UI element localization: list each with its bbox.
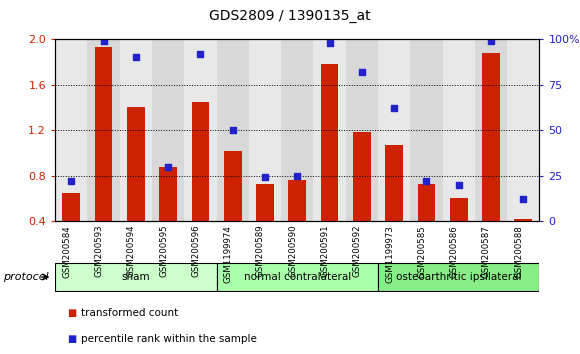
Bar <box>514 219 532 221</box>
Bar <box>475 39 507 221</box>
Bar <box>418 184 435 221</box>
Bar <box>353 132 371 221</box>
Text: ■: ■ <box>67 308 76 318</box>
Bar <box>256 184 274 221</box>
Point <box>195 51 205 56</box>
Bar <box>216 263 378 291</box>
Bar <box>55 263 216 291</box>
Point <box>99 38 108 44</box>
Text: GSM1199974: GSM1199974 <box>224 225 233 282</box>
Text: sham: sham <box>121 272 150 282</box>
Bar <box>249 39 281 221</box>
Bar <box>184 39 216 221</box>
Text: GSM200591: GSM200591 <box>321 225 329 278</box>
Text: GSM200593: GSM200593 <box>95 225 103 278</box>
Point <box>422 178 431 184</box>
Text: GSM200588: GSM200588 <box>514 225 523 278</box>
Bar <box>450 199 467 221</box>
Bar <box>281 39 313 221</box>
Bar <box>160 167 177 221</box>
Text: GDS2809 / 1390135_at: GDS2809 / 1390135_at <box>209 9 371 23</box>
Point <box>131 55 140 60</box>
Text: protocol: protocol <box>3 272 49 282</box>
Bar <box>216 39 249 221</box>
Bar <box>88 39 119 221</box>
Point <box>228 127 237 133</box>
Bar <box>191 102 209 221</box>
Text: GSM200596: GSM200596 <box>191 225 201 278</box>
Bar <box>378 263 539 291</box>
Text: GSM200594: GSM200594 <box>127 225 136 278</box>
Bar <box>378 39 410 221</box>
Bar <box>55 39 88 221</box>
Point <box>292 173 302 178</box>
Text: GSM200595: GSM200595 <box>159 225 168 278</box>
Text: osteoarthritic ipsilateral: osteoarthritic ipsilateral <box>396 272 521 282</box>
Text: GSM200586: GSM200586 <box>450 225 459 278</box>
Text: GSM200584: GSM200584 <box>62 225 71 278</box>
Bar <box>127 107 144 221</box>
Bar <box>288 180 306 221</box>
Point <box>357 69 367 75</box>
Bar <box>313 39 346 221</box>
Point <box>325 40 334 45</box>
Point <box>486 38 495 44</box>
Text: percentile rank within the sample: percentile rank within the sample <box>81 334 257 344</box>
Bar <box>385 145 403 221</box>
Bar <box>63 193 80 221</box>
Point <box>519 196 528 202</box>
Bar <box>410 39 443 221</box>
Text: GSM200592: GSM200592 <box>353 225 362 278</box>
Bar <box>152 39 184 221</box>
Point <box>454 182 463 188</box>
Text: GSM200585: GSM200585 <box>418 225 426 278</box>
Text: transformed count: transformed count <box>81 308 179 318</box>
Text: normal contralateral: normal contralateral <box>244 272 351 282</box>
Text: ■: ■ <box>67 334 76 344</box>
Bar <box>346 39 378 221</box>
Point <box>67 178 76 184</box>
Bar <box>119 39 152 221</box>
Bar <box>321 64 338 221</box>
Bar <box>224 150 241 221</box>
Point <box>389 105 398 111</box>
Bar <box>443 39 475 221</box>
Bar <box>95 47 113 221</box>
Text: GSM200590: GSM200590 <box>288 225 297 278</box>
Text: GSM200587: GSM200587 <box>482 225 491 278</box>
Bar <box>482 53 500 221</box>
Point <box>260 175 270 180</box>
Text: GSM1199973: GSM1199973 <box>385 225 394 282</box>
Bar <box>507 39 539 221</box>
Point <box>164 164 173 170</box>
Text: GSM200589: GSM200589 <box>256 225 265 278</box>
